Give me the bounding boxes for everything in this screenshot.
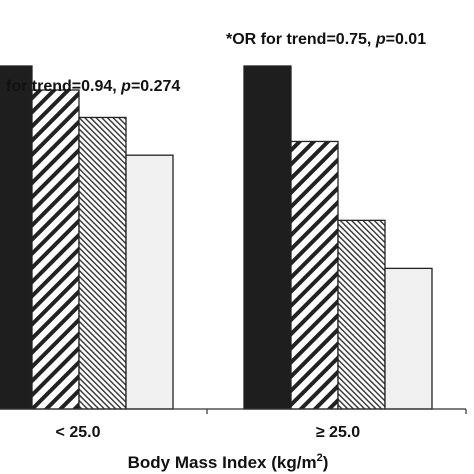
trend-annotation-bmi-25-and-over: *OR for trend=0.75, p=0.01 bbox=[226, 31, 426, 48]
bar-wide-diagonal-hatch-group-1 bbox=[290, 140, 339, 410]
bar-fine-diagonal-hatch-group-0 bbox=[78, 116, 127, 410]
bar-light-gray-group-0 bbox=[125, 154, 174, 410]
x-axis-title: Body Mass Index (kg/m2) bbox=[128, 452, 329, 472]
x-tick-label-bmi-under-25: < 25.0 bbox=[56, 424, 101, 441]
bar-wide-diagonal-hatch-group-0 bbox=[31, 89, 80, 410]
bar-fine-diagonal-hatch-group-1 bbox=[337, 219, 386, 410]
bar-solid-black-group-0 bbox=[0, 65, 33, 410]
bar-solid-black-group-1 bbox=[243, 65, 292, 410]
x-tick-label-bmi-25-and-over: ≥ 25.0 bbox=[316, 424, 360, 441]
bar-light-gray-group-1 bbox=[384, 267, 433, 410]
trend-annotation-bmi-under-25: for trend=0.94, p=0.274 bbox=[6, 78, 180, 95]
bars-group bbox=[0, 65, 433, 410]
